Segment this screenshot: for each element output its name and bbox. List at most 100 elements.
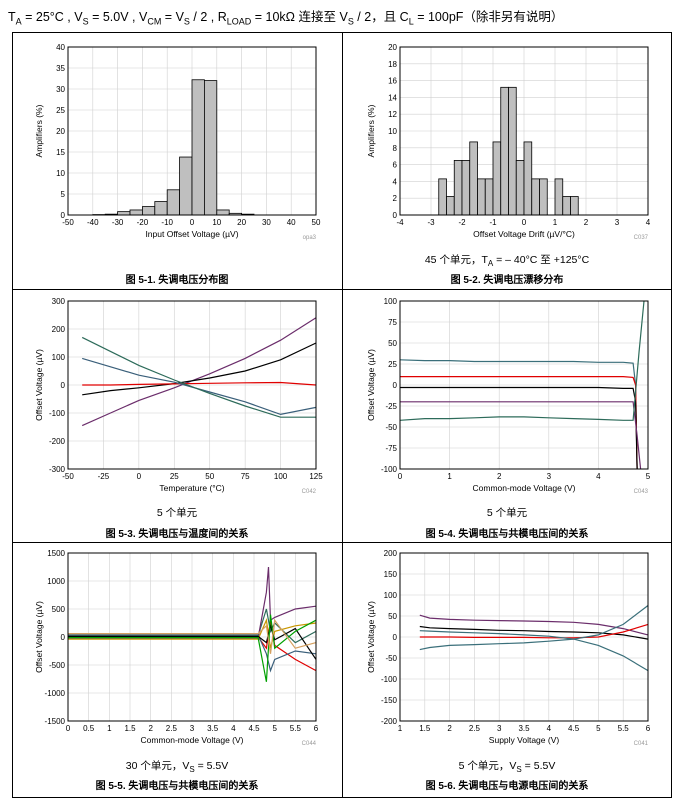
- x-tick-label: -4: [396, 218, 404, 227]
- x-tick-label: -1: [489, 218, 497, 227]
- y-tick-label: 0: [61, 633, 66, 642]
- series-line: [400, 375, 638, 470]
- histogram-bar: [461, 160, 471, 216]
- histogram-bar: [492, 141, 502, 216]
- series-line: [82, 357, 317, 416]
- chart-offset-voltage-distribution: -50 -40 -30 -20 -10 0 10 20 30 40 50 0 5 10 15 20 25 30 35…: [34, 43, 321, 241]
- histogram-bar: [166, 189, 180, 216]
- y-axis-label: Amplifiers (%): [366, 104, 376, 157]
- y-tick-label: 0: [61, 211, 66, 220]
- x-tick-label: 1: [398, 724, 403, 733]
- caption-fig-5-1: 图 5-1. 失调电压分布图: [125, 275, 229, 286]
- histogram-bar: [438, 178, 447, 216]
- y-tick-label: -1500: [45, 717, 66, 726]
- y-tick-label: 4: [393, 177, 398, 186]
- histogram-bar: [539, 178, 548, 216]
- x-tick-label: 30: [262, 218, 271, 227]
- x-tick-label: 1: [447, 472, 452, 481]
- histogram-bar: [500, 86, 509, 216]
- plot-frame: [399, 46, 649, 216]
- y-tick-label: 8: [393, 144, 398, 153]
- series-line: [400, 386, 638, 470]
- series-line: [419, 623, 649, 639]
- x-tick-label: 4.5: [568, 724, 580, 733]
- y-tick-label: -150: [381, 696, 398, 705]
- y-tick-label: -100: [49, 409, 66, 418]
- note-panel-5: 30 个单元，VS = 5.5V: [125, 760, 229, 775]
- series-line: [82, 381, 317, 386]
- y-axis-label: Offset Voltage (µV): [366, 601, 376, 673]
- series-line: [68, 634, 317, 673]
- histogram-bar: [129, 209, 143, 216]
- x-tick-label: 4: [646, 218, 651, 227]
- x-tick-label: 2: [497, 472, 502, 481]
- y-tick-label: 500: [52, 605, 66, 614]
- x-tick-label: 100: [274, 472, 288, 481]
- y-tick-label: 12: [388, 110, 397, 119]
- y-tick-label: 5: [61, 190, 66, 199]
- y-tick-label: 20: [56, 127, 65, 136]
- x-tick-label: 2: [584, 218, 589, 227]
- histogram-bar: [523, 141, 533, 216]
- y-tick-label: -50: [385, 423, 397, 432]
- caption-fig-5-5: 图 5-5. 失调电压与共模电压间的关系: [95, 781, 259, 792]
- x-tick-label: 4: [547, 724, 552, 733]
- note-panel-3: 5 个单元: [156, 507, 198, 519]
- y-tick-label: 150: [384, 570, 398, 579]
- y-tick-label: 40: [56, 43, 65, 52]
- x-tick-label: 1.5: [419, 724, 431, 733]
- y-tick-label: -300: [49, 465, 66, 474]
- y-tick-label: -1000: [45, 689, 66, 698]
- x-tick-label: 4.5: [248, 724, 260, 733]
- note-panel-2: 45 个单元，TA = – 40°C 至 +125°C: [424, 254, 590, 269]
- histogram-bar: [477, 178, 486, 216]
- y-tick-label: -200: [381, 717, 398, 726]
- y-tick-label: 10: [388, 127, 397, 136]
- chart-offset-vs-supply-voltage: 1 1.5 2 2.5 3 3.5 4 4.5 5 5.5 6 -200 -150 -100 -50 0 50 1…: [366, 549, 651, 747]
- x-tick-label: -3: [427, 218, 435, 227]
- x-axis-label: Offset Voltage Drift (µV/°C): [473, 229, 575, 239]
- y-tick-label: -100: [381, 675, 398, 684]
- y-tick-label: 200: [52, 325, 66, 334]
- x-tick-label: 5.5: [290, 724, 302, 733]
- y-tick-label: 100: [52, 353, 66, 362]
- x-axis-label: Common-mode Voltage (V): [141, 735, 244, 745]
- series-line: [419, 630, 649, 672]
- x-tick-label: 5.5: [618, 724, 630, 733]
- figure-code: C042: [302, 489, 317, 495]
- y-tick-label: 35: [56, 64, 65, 73]
- y-tick-label: 50: [388, 339, 397, 348]
- x-tick-label: 25: [170, 472, 179, 481]
- x-tick-label: 20: [237, 218, 246, 227]
- grid-divider-row1: [12, 289, 672, 290]
- x-tick-label: -25: [98, 472, 110, 481]
- caption-fig-5-3: 图 5-3. 失调电压与温度间的关系: [105, 529, 249, 540]
- y-tick-label: -100: [381, 465, 398, 474]
- x-tick-label: 0: [522, 218, 527, 227]
- x-tick-label: -20: [137, 218, 149, 227]
- grid-divider-vertical: [342, 32, 343, 798]
- y-tick-label: -75: [385, 444, 397, 453]
- histogram-bar: [216, 209, 230, 216]
- x-tick-label: 1.5: [124, 724, 136, 733]
- chart-offset-vs-cm-voltage-5units: 0 1 2 3 4 5 -100 -75 -50 -25 0 25 50 75 100 Common-mode…: [366, 297, 651, 495]
- x-tick-label: 3: [615, 218, 620, 227]
- histogram-bar: [117, 211, 131, 216]
- figure-code: C043: [634, 489, 649, 495]
- y-tick-label: 1000: [47, 577, 65, 586]
- series-line: [81, 317, 317, 427]
- x-tick-label: -2: [458, 218, 466, 227]
- histogram-bar: [570, 196, 579, 216]
- y-tick-label: 0: [393, 633, 398, 642]
- y-tick-label: 100: [384, 591, 398, 600]
- histogram-bar: [191, 79, 205, 216]
- x-tick-label: 1: [553, 218, 558, 227]
- y-tick-label: 25: [56, 106, 65, 115]
- x-tick-label: 1: [107, 724, 112, 733]
- y-tick-label: 6: [393, 161, 398, 170]
- y-tick-label: 100: [384, 297, 398, 306]
- x-tick-label: 10: [212, 218, 221, 227]
- y-tick-label: 10: [56, 169, 65, 178]
- x-tick-label: 4: [596, 472, 601, 481]
- y-tick-label: 20: [388, 43, 397, 52]
